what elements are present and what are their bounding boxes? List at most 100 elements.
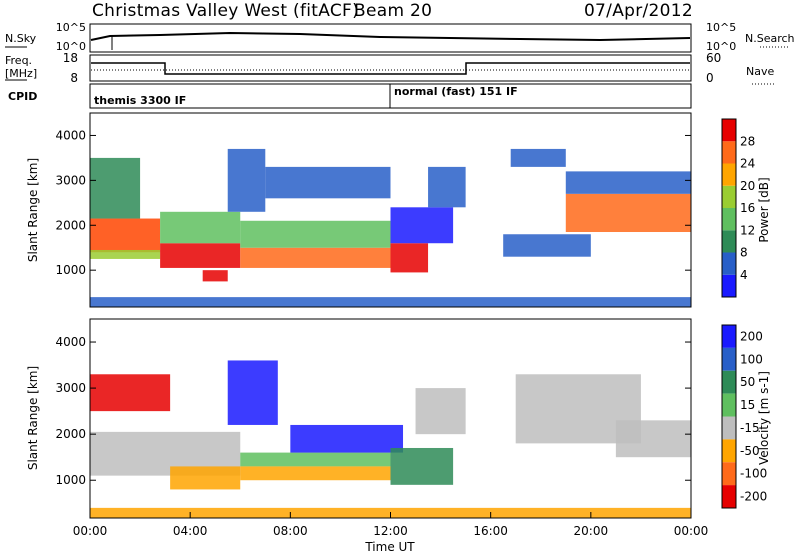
time-axis: 00:00 04:00 08:00 12:00 16:00 20:00 00:00 — [73, 512, 709, 538]
velocity-colorbar-tick-7: -200 — [740, 490, 767, 504]
noise-left-tick-top: 10^5 — [56, 21, 86, 34]
power-echo-band-8 — [240, 220, 391, 248]
power-colorbar-swatch-0 — [722, 274, 736, 297]
freq-right-tick-bottom: 0 — [706, 71, 714, 85]
power-colorbar-label: Power [dB] — [757, 177, 771, 242]
freq-left-tick-bottom: 8 — [70, 71, 78, 85]
nsky-label: N.Sky — [5, 32, 37, 45]
velocity-echo-band-2 — [170, 466, 241, 490]
power-echo-band-6 — [227, 148, 266, 212]
power-echo-band-1 — [90, 249, 161, 259]
noise-right-tick-top: 10^5 — [706, 21, 736, 34]
power-colorbar-tick-4: 20 — [740, 179, 755, 193]
velocity-echo-band-1 — [90, 374, 171, 412]
velocity-colorbar-swatch-7 — [722, 485, 736, 508]
velocity-colorbar-tick-1: 100 — [740, 352, 763, 366]
velocity-colorbar-tick-4: -15 — [740, 421, 760, 435]
power-ytick-label-1: 2000 — [55, 218, 86, 232]
power-echo-band-0 — [90, 218, 161, 253]
velocity-colorbar-swatch-6 — [722, 462, 736, 486]
cpid-strip: CPID themis 3300 IF normal (fast) 151 IF — [8, 83, 692, 109]
power-colorbar-tick-3: 16 — [740, 201, 755, 215]
nsearch-label: N.Search — [745, 32, 795, 45]
power-echo-band-12 — [428, 166, 466, 208]
power-panel: 1000 2000 3000 4000 Slant Range [km] 4 8 12 16… — [26, 112, 771, 308]
power-colorbar-swatch-7 — [722, 119, 736, 142]
time-tick-label-0: 00:00 — [73, 524, 108, 538]
time-tick-label-3: 12:00 — [373, 524, 408, 538]
velocity-ytick-label-3: 4000 — [55, 335, 86, 349]
power-echo-band-16 — [565, 171, 691, 194]
velocity-colorbar-swatch-1 — [722, 347, 736, 371]
velocity-ytick-label-1: 2000 — [55, 427, 86, 441]
freq-label-1: Freq. — [5, 54, 32, 67]
velocity-colorbar-frame — [721, 324, 737, 509]
power-colorbar-swatch-6 — [722, 141, 736, 164]
freq-left-tick-top: 18 — [63, 51, 78, 65]
power-echo-band-14 — [503, 234, 591, 257]
power-echo-band-4 — [160, 211, 241, 244]
velocity-echo-band-6 — [290, 424, 404, 453]
power-colorbar-tick-0: 4 — [740, 268, 748, 282]
velocity-colorbar-swatch-4 — [722, 416, 736, 440]
power-echo-band-9 — [265, 166, 391, 199]
velocity-colorbar: 200 100 50 15 -15 -50 -100 -200 — [721, 324, 767, 509]
velocity-colorbar-swatch-3 — [722, 393, 736, 417]
velocity-panel: 1000 2000 3000 4000 Slant Range [km] 00:00 0… — [26, 318, 771, 554]
site-title: Christmas Valley West (fitACF) — [92, 1, 359, 21]
power-ytick-label-0: 1000 — [55, 263, 86, 277]
freq-label-2: [MHz] — [5, 67, 37, 80]
freq-right-tick-top: 60 — [706, 51, 721, 65]
velocity-ylabel: Slant Range [km] — [26, 366, 40, 470]
velocity-colorbar-tick-2: 50 — [740, 375, 755, 389]
velocity-ytick-label-2: 3000 — [55, 381, 86, 395]
time-axis-label: Time UT — [364, 540, 415, 554]
power-colorbar-tick-6: 28 — [740, 134, 755, 148]
power-ytick-label-2: 3000 — [55, 173, 86, 187]
velocity-colorbar-label: Velocity [m s-1] — [757, 371, 771, 465]
velocity-ytick-label-0: 1000 — [55, 473, 86, 487]
date-label: 07/Apr/2012 — [584, 1, 693, 21]
power-colorbar-swatch-2 — [722, 230, 736, 253]
frequency-strip: Freq. [MHz] 18 8 60 0 Nave — [5, 51, 776, 85]
velocity-colorbar-tick-0: 200 — [740, 329, 763, 343]
cpid-label: CPID — [8, 90, 37, 103]
power-y-axis: 1000 2000 3000 4000 — [55, 128, 691, 277]
power-colorbar: 4 8 12 16 20 24 28 — [721, 118, 755, 298]
velocity-colorbar-tick-6: -100 — [740, 467, 767, 481]
time-tick-label-6: 00:00 — [674, 524, 709, 538]
power-bands — [90, 148, 691, 307]
noise-left-tick-bottom: 10^0 — [56, 40, 86, 53]
velocity-bands — [90, 360, 691, 518]
power-colorbar-swatch-1 — [722, 252, 736, 275]
power-colorbar-tick-5: 24 — [740, 157, 755, 171]
freq-trace — [91, 62, 690, 75]
power-colorbar-swatch-4 — [722, 185, 736, 208]
nsky-trace — [90, 31, 691, 42]
nave-label: Nave — [746, 65, 774, 78]
time-tick-label-5: 20:00 — [574, 524, 609, 538]
velocity-colorbar-swatch-5 — [722, 439, 736, 463]
noise-strip: N.Sky 10^5 10^0 10^5 10^0 N.Search — [5, 21, 795, 53]
beam-label: Beam 20 — [354, 1, 432, 21]
power-echo-band-13 — [510, 148, 566, 167]
velocity-colorbar-tick-3: 15 — [740, 398, 755, 412]
time-tick-label-4: 16:00 — [473, 524, 508, 538]
power-echo-band-5 — [202, 270, 228, 282]
velocity-y-axis: 1000 2000 3000 4000 — [55, 335, 691, 487]
cpid-mode-0: themis 3300 IF — [94, 94, 186, 107]
power-frame — [89, 112, 692, 308]
power-colorbar-tick-2: 12 — [740, 223, 755, 237]
power-colorbar-frame — [721, 118, 737, 298]
cpid-mode-1: normal (fast) 151 IF — [394, 85, 518, 98]
velocity-colorbar-swatch-0 — [722, 325, 736, 348]
power-echo-band-17 — [90, 297, 691, 307]
power-echo-band-2 — [90, 157, 141, 219]
power-colorbar-swatch-5 — [722, 163, 736, 186]
power-echo-band-15 — [565, 193, 691, 233]
power-echo-band-11 — [390, 207, 454, 244]
power-echo-band-10 — [390, 243, 429, 273]
velocity-colorbar-swatch-2 — [722, 370, 736, 394]
velocity-echo-band-10 — [615, 420, 691, 458]
